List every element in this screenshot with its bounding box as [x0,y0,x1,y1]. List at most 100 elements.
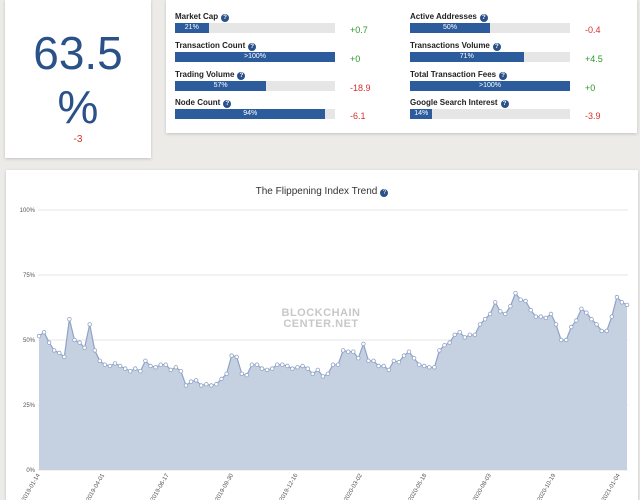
metric-progress-fill [410,23,490,33]
data-point [270,366,275,371]
data-point [482,316,488,322]
data-point [305,366,310,371]
data-point [92,348,97,353]
y-tick-label: 25% [23,403,36,409]
data-point [553,322,559,327]
metric-label-text: Market Cap [175,12,219,21]
data-point [204,381,209,387]
data-point [543,315,549,321]
data-point [558,337,564,343]
help-icon[interactable]: ? [500,100,509,108]
data-point [77,340,82,345]
data-point [234,354,239,360]
data-point [493,300,498,305]
data-point [401,353,407,358]
chart-title-text: The Flippening Index Trend [255,186,378,197]
data-point [219,376,224,382]
flippening-index-card: 63.5 % -3 [5,0,151,158]
metric-label-text: Transactions Volume [410,41,490,50]
data-point [239,371,244,376]
data-point [67,316,72,322]
data-point [46,340,52,345]
data-point [72,337,77,343]
trend-chart: 0%25%50%75%100%2019-01-14 2019-04-01 2019-… [20,208,630,500]
data-point [371,358,376,363]
metric-transactions-volume: Transactions Volume? 71% +4.5 [410,41,635,67]
data-point [163,362,168,367]
data-point [406,349,412,354]
data-point [315,367,320,373]
data-point [624,302,630,308]
data-point [127,368,133,374]
data-point [346,349,351,354]
data-point [386,367,391,373]
metric-label-text: Trading Volume [175,70,235,79]
help-icon[interactable]: ? [237,72,246,80]
data-point [290,366,295,371]
data-point [325,371,331,376]
data-point [503,311,508,317]
metric-progress-fill [410,109,433,119]
data-point [259,366,265,371]
help-icon[interactable]: ? [479,14,488,22]
metric-progress-fill [175,81,267,91]
metric-label-text: Total Transaction Fees [410,70,497,79]
data-point [87,322,92,327]
index-value: 63.5 [33,27,123,79]
data-point [158,362,163,367]
data-point [417,362,422,367]
metric-change: -6.1 [350,111,366,121]
metric-label: Active Addresses? [410,12,488,22]
y-tick-label: 75% [23,273,36,279]
data-point [533,314,538,319]
metric-market-cap: Market Cap? 21% +0.7 [175,12,400,38]
metric-percent: >100% [479,82,501,89]
data-point [224,371,229,376]
metric-progress-bar: 14% [410,109,570,119]
data-point [569,324,574,330]
metric-label-text: Google Search Interest [410,98,498,107]
metric-label: Transaction Count? [175,41,257,51]
metric-label: Google Search Interest? [410,98,509,108]
metric-progress-fill [175,23,209,33]
data-point [280,362,285,367]
help-icon[interactable]: ? [499,72,508,80]
data-point [376,363,381,369]
metric-progress-fill [175,52,335,62]
data-point [122,366,128,371]
data-point [477,322,483,327]
data-point [574,318,579,323]
help-icon[interactable]: ? [223,100,232,108]
data-point [249,362,255,367]
metric-label: Market Cap? [175,12,230,22]
metric-percent: 94% [243,110,258,117]
metric-progress-bar: >100% [410,81,570,91]
help-icon[interactable]: ? [380,189,389,197]
data-point [579,306,584,311]
data-point [168,367,173,373]
data-point [62,354,67,360]
data-point [112,361,118,366]
data-point [107,363,113,369]
help-icon[interactable]: ? [221,14,230,22]
metric-google-search-interest: Google Search Interest? 14% -3.9 [410,98,635,124]
help-icon[interactable]: ? [248,43,257,51]
data-point [457,329,462,335]
metric-percent: 71% [459,53,474,60]
data-point [330,362,336,367]
data-point [391,358,396,363]
data-point [437,348,442,353]
data-point [604,328,609,334]
metric-label-text: Node Count [175,98,221,107]
metric-progress-bar: 94% [175,109,335,119]
data-point [452,332,457,337]
data-point [188,379,194,384]
y-tick-label: 0% [26,468,35,474]
metric-percent: 50% [442,24,457,31]
data-point [244,372,249,378]
data-point [229,353,234,358]
help-icon[interactable]: ? [492,43,501,51]
metric-percent: 57% [213,82,228,89]
data-point [148,363,153,369]
metric-progress-bar: >100% [175,52,335,62]
